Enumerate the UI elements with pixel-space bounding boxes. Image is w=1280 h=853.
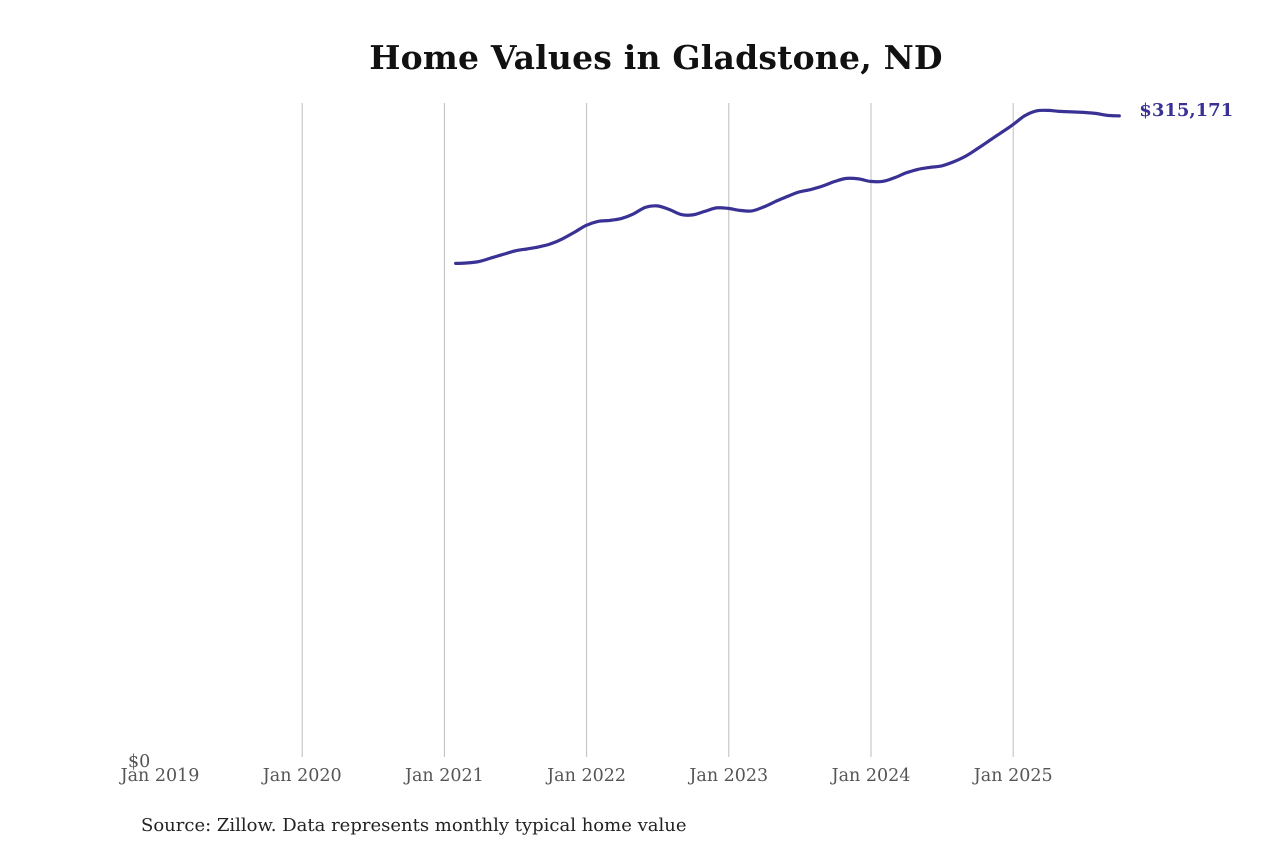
source-note: Source: Zillow. Data represents monthly … (141, 815, 687, 836)
x-tick-label: Jan 2023 (687, 766, 768, 786)
x-tick-label: Jan 2022 (545, 766, 626, 786)
x-tick-label: Jan 2019 (119, 766, 200, 786)
chart-title: Home Values in Gladstone, ND (369, 38, 943, 77)
x-tick-label: Jan 2021 (403, 766, 484, 786)
y-axis-zero-label: $0 (128, 752, 150, 772)
x-tick-label: Jan 2024 (830, 766, 911, 786)
x-tick-label: Jan 2025 (972, 766, 1053, 786)
x-axis-tick-labels: Jan 2019 Jan 2020 Jan 2021 Jan 2022 Jan 2023… (119, 766, 1053, 786)
home-value-line (454, 108, 1121, 265)
x-tick-label: Jan 2020 (261, 766, 342, 786)
latest-value-label: $315,171 (1139, 100, 1233, 121)
vertical-gridlines (301, 103, 1014, 757)
